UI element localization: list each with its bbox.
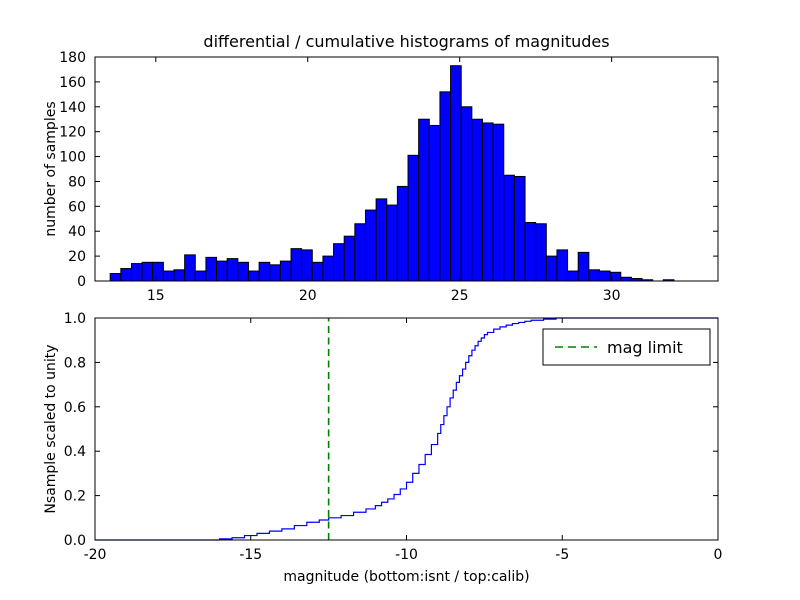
y-tick-label: 60 xyxy=(68,199,86,215)
histogram-bar xyxy=(269,264,281,282)
x-tick-label: 25 xyxy=(451,288,469,304)
histogram-bar xyxy=(450,65,462,282)
histogram-bar xyxy=(184,254,196,282)
histogram-bar xyxy=(588,269,600,282)
histogram-bars xyxy=(109,65,675,282)
histogram-bar xyxy=(152,261,164,282)
histogram-bar xyxy=(354,223,366,282)
histogram-bar xyxy=(120,268,132,282)
histogram-bar xyxy=(237,261,249,282)
x-tick-labels: -20 -15 -10 -5 0 xyxy=(84,547,723,563)
histogram-bar xyxy=(567,270,579,282)
histogram-bar xyxy=(290,248,303,282)
histogram-bar xyxy=(364,209,377,282)
histogram-bar xyxy=(258,261,271,282)
histogram-bar xyxy=(407,154,420,282)
histogram-bar xyxy=(216,260,228,282)
legend-label: mag limit xyxy=(607,338,683,357)
histogram-bar xyxy=(396,185,409,282)
histogram-bar xyxy=(130,263,143,282)
histogram-bar xyxy=(524,222,537,282)
bottom-axes: -20 -15 -10 -5 0 0.0 0.2 0.4 0.6 0.8 1.0 magnitude … xyxy=(43,311,722,585)
y-tick-label: 0.6 xyxy=(64,400,86,416)
legend-box xyxy=(542,328,711,366)
histogram-bar xyxy=(173,269,186,282)
tick-marks xyxy=(94,317,719,541)
histogram-bar xyxy=(545,255,558,282)
histogram-bar xyxy=(460,106,473,282)
x-tick-label: -20 xyxy=(84,547,107,563)
y-tick-label: 1.0 xyxy=(64,311,86,327)
histogram-bar xyxy=(109,273,122,282)
histogram-bar xyxy=(620,276,632,282)
y-tick-labels: 0 20 40 60 80 100 120 140 160 180 xyxy=(59,50,86,290)
histogram-bar xyxy=(577,251,590,282)
histogram-bar xyxy=(311,261,324,282)
y-tick-label: 180 xyxy=(59,50,86,66)
y-tick-label: 0.4 xyxy=(64,444,86,460)
x-tick-label: -15 xyxy=(239,547,262,563)
histogram-bar xyxy=(247,270,260,282)
histogram-bar xyxy=(162,270,175,282)
x-tick-label: 20 xyxy=(299,288,317,304)
histogram-bar xyxy=(471,118,483,282)
y-tick-label: 160 xyxy=(59,75,86,91)
y-tick-label: 0 xyxy=(77,274,86,290)
histogram-bar xyxy=(333,243,345,282)
y-tick-label: 140 xyxy=(59,100,86,116)
x-axis-label: magnitude (bottom:isnt / top:calib) xyxy=(283,569,529,585)
histogram-bar xyxy=(439,91,452,282)
histogram-bar xyxy=(535,223,547,282)
x-tick-label: 15 xyxy=(147,288,165,304)
y-tick-label: 100 xyxy=(59,150,86,166)
histogram-bar xyxy=(141,261,154,282)
histogram-bar xyxy=(481,122,494,282)
histogram-bar xyxy=(418,118,430,282)
histogram-bar xyxy=(513,175,526,282)
y-tick-label: 120 xyxy=(59,125,86,141)
histogram-bar xyxy=(194,270,207,282)
y-axis-label: number of samples xyxy=(43,101,59,236)
x-tick-label: 0 xyxy=(714,547,723,563)
tick-marks xyxy=(95,56,718,282)
cumulative-step-line xyxy=(95,317,718,541)
y-tick-labels: 0.0 0.2 0.4 0.6 0.8 1.0 xyxy=(64,311,86,549)
x-tick-label: -10 xyxy=(395,547,418,563)
y-tick-label: 0.8 xyxy=(64,355,86,371)
histogram-bar xyxy=(205,256,218,282)
histogram-bar xyxy=(343,235,356,282)
x-tick-labels: 15 20 25 30 xyxy=(147,288,621,304)
histogram-bar xyxy=(492,123,505,282)
x-tick-label: 30 xyxy=(603,288,621,304)
legend: mag limit xyxy=(542,328,711,366)
histogram-bar xyxy=(301,249,313,282)
axes-frame xyxy=(94,56,719,282)
y-tick-label: 0.2 xyxy=(64,489,86,505)
y-axis-label: Nsample scaled to unity xyxy=(43,344,59,513)
histogram-bar xyxy=(386,204,398,282)
plot-title: differential / cumulative histograms of … xyxy=(203,32,609,51)
histogram-bar xyxy=(279,260,292,282)
histogram-bar xyxy=(598,270,611,282)
x-tick-label: -5 xyxy=(555,547,569,563)
histogram-bar xyxy=(322,255,335,282)
top-axes: 15 20 25 30 0 20 40 60 80 100 120 140 160 180 differen… xyxy=(43,32,719,304)
histogram-bar xyxy=(503,174,515,282)
histogram-bar xyxy=(428,124,441,282)
y-tick-label: 80 xyxy=(68,174,86,190)
histogram-bar xyxy=(375,198,388,282)
y-tick-label: 0.0 xyxy=(64,533,86,549)
y-tick-label: 20 xyxy=(68,249,86,265)
y-tick-label: 40 xyxy=(68,224,86,240)
histogram-bar xyxy=(226,258,239,282)
histogram-bar xyxy=(556,249,569,282)
